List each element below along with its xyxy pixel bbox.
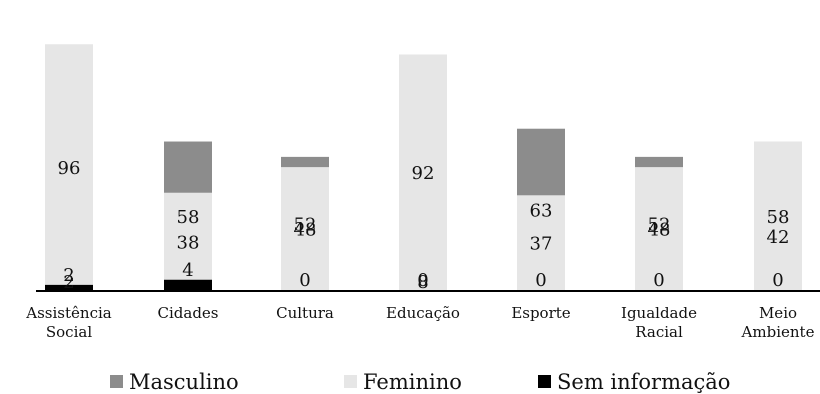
bar-feminino-2 xyxy=(281,167,329,290)
x-tick-label-2: Cultura xyxy=(276,304,334,322)
value-label-masculino-5: 52 xyxy=(648,214,671,235)
bar-feminino-3 xyxy=(399,54,447,291)
x-tick-label-0: Assistência Social xyxy=(25,304,111,341)
value-label-masculino-4: 63 xyxy=(530,200,553,221)
value-label-masculino-6: 42 xyxy=(767,227,790,248)
value-label-sem-informação-3: 0 xyxy=(417,270,428,291)
bar-feminino-1 xyxy=(164,192,212,290)
bar-feminino-0 xyxy=(45,44,93,290)
value-label-sem-informação-5: 0 xyxy=(653,270,664,291)
bar-feminino-6 xyxy=(754,141,802,290)
bars-layer xyxy=(45,44,802,291)
legend-swatch-sem-informação xyxy=(538,375,551,388)
value-label-feminino-3: 92 xyxy=(412,163,435,184)
x-tick-label-3: Educação xyxy=(386,304,460,322)
value-label-feminino-5: 48 xyxy=(648,220,671,241)
value-label-feminino-4: 37 xyxy=(530,234,553,255)
bar-sem-informação-0 xyxy=(45,284,93,290)
value-label-feminino-6: 58 xyxy=(767,207,790,228)
value-label-sem-informação-2: 0 xyxy=(299,270,310,291)
value-label-sem-informação-4: 0 xyxy=(535,270,546,291)
legend-label-sem-informação: Sem informação xyxy=(557,370,730,394)
value-label-sem-informação-6: 0 xyxy=(772,270,783,291)
value-label-masculino-1: 58 xyxy=(177,207,200,228)
value-label-masculino-3: 8 xyxy=(417,272,428,293)
value-label-sem-informação-0: 2 xyxy=(63,265,74,286)
x-tick-label-1: Cidades xyxy=(158,304,219,322)
bar-sem-informação-1 xyxy=(164,279,212,290)
x-tick-label-4: Esporte xyxy=(511,304,570,322)
legend-swatch-feminino xyxy=(344,375,357,388)
legend: Masculino Feminino Sem informação xyxy=(110,370,730,394)
x-tick-labels-layer: Assistência Social Cidades Cultura Educação E… xyxy=(25,304,814,341)
legend-swatch-masculino xyxy=(110,375,123,388)
value-label-masculino-0: 2 xyxy=(63,272,74,293)
value-label-sem-informação-1: 4 xyxy=(182,260,193,281)
value-label-feminino-0: 96 xyxy=(58,158,81,179)
legend-label-masculino: Masculino xyxy=(129,370,239,394)
x-tick-label-6: Meio Ambiente xyxy=(741,304,815,341)
bar-feminino-4 xyxy=(517,195,565,290)
legend-label-feminino: Feminino xyxy=(363,370,462,394)
value-label-feminino-1: 38 xyxy=(177,232,200,253)
value-label-masculino-2: 52 xyxy=(294,214,317,235)
x-tick-label-5: Igualdade Racial xyxy=(621,304,697,341)
bar-feminino-5 xyxy=(635,167,683,290)
value-label-feminino-2: 48 xyxy=(294,220,317,241)
